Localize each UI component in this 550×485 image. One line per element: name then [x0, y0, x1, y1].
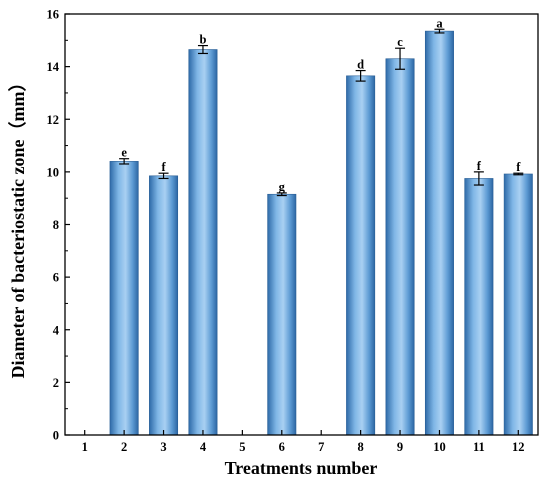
- y-tick-label: 8: [53, 218, 59, 232]
- y-tick-label: 2: [53, 376, 59, 390]
- significance-label: d: [357, 58, 364, 72]
- x-tick-label: 4: [200, 440, 207, 454]
- y-tick-label: 10: [47, 165, 60, 179]
- y-tick-label: 4: [53, 323, 60, 337]
- x-tick-label: 11: [473, 440, 485, 454]
- significance-label: b: [199, 33, 206, 47]
- bar: [267, 193, 297, 436]
- significance-label: c: [397, 35, 403, 49]
- significance-label: e: [121, 146, 127, 160]
- x-tick-label: 2: [121, 440, 127, 454]
- significance-label: f: [516, 160, 521, 174]
- x-tick-label: 9: [397, 440, 403, 454]
- y-tick-label: 14: [47, 60, 60, 74]
- significance-label: g: [279, 180, 286, 194]
- x-tick-label: 10: [433, 440, 446, 454]
- bar: [424, 30, 454, 436]
- y-axis-title: Diameter of bacteriostatic zone（mm）: [8, 73, 28, 378]
- x-tick-label: 3: [160, 440, 166, 454]
- bar: [346, 75, 376, 436]
- significance-label: f: [477, 159, 482, 173]
- x-axis-title: Treatments number: [225, 458, 378, 478]
- significance-labels: e f b g d c a f f: [121, 16, 521, 194]
- y-tick-label: 16: [47, 8, 60, 22]
- bar: [503, 173, 533, 436]
- error-bars: [119, 28, 524, 197]
- x-tick-label: 12: [512, 440, 525, 454]
- significance-label: f: [161, 160, 166, 174]
- bars: [109, 30, 533, 436]
- x-tick-label: 1: [82, 440, 88, 454]
- y-tick-label: 12: [47, 113, 60, 127]
- x-tick-label: 7: [318, 440, 324, 454]
- significance-label: a: [436, 16, 443, 30]
- y-tick-label: 6: [53, 271, 59, 285]
- x-tick-label: 5: [239, 440, 245, 454]
- bar: [464, 178, 494, 436]
- bar: [188, 49, 218, 436]
- bar: [385, 58, 415, 436]
- x-tick-label: 6: [279, 440, 285, 454]
- bar: [109, 161, 139, 436]
- y-tick-label: 0: [53, 429, 59, 443]
- x-tick-label: 8: [358, 440, 364, 454]
- bar: [149, 175, 179, 436]
